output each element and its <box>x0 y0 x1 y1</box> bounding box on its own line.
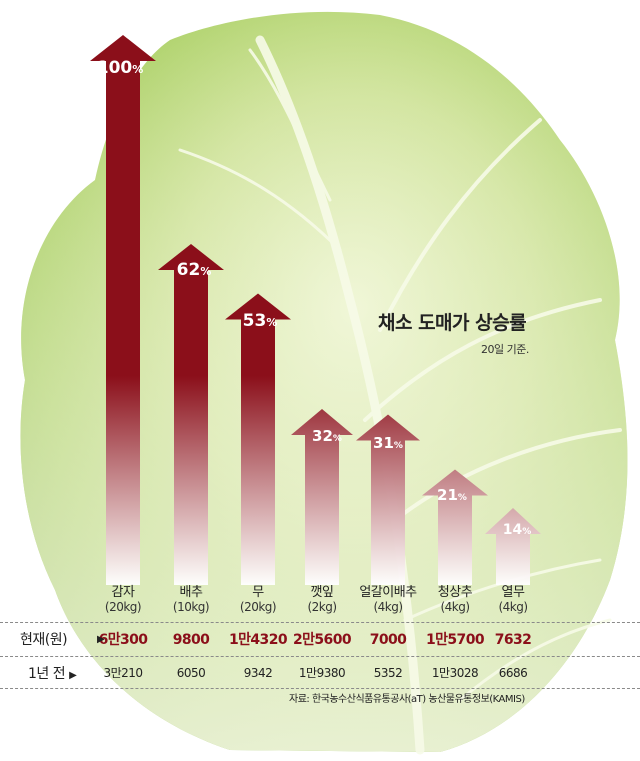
current-price-배추: 9800 <box>173 632 210 648</box>
category-unit-감자: (20kg) <box>105 600 141 614</box>
current-price-row-label: 현재(원) <box>20 632 68 648</box>
data-label-열무: 14% <box>503 522 532 538</box>
data-label-청상추: 21% <box>437 486 467 504</box>
year-ago-price-청상추: 1만3028 <box>432 666 478 680</box>
current-price-무: 1만4320 <box>229 632 288 648</box>
year-ago-price-깻잎: 1만9380 <box>299 666 345 680</box>
category-unit-얼갈이배추: (4kg) <box>373 600 402 614</box>
category-label-무: 무 <box>252 585 264 600</box>
category-label-감자: 감자 <box>112 585 135 600</box>
category-unit-청상추: (4kg) <box>440 600 469 614</box>
year-ago-price-무: 9342 <box>244 666 273 680</box>
current-price-깻잎: 2만5600 <box>293 632 352 648</box>
current-price-청상추: 1만5700 <box>426 632 485 648</box>
data-label-감자: 100% <box>97 58 144 78</box>
year-ago-price-얼갈이배추: 5352 <box>374 666 403 680</box>
bar-얼갈이배추 <box>356 414 420 585</box>
chart-subtitle: 20일 기준. <box>481 343 529 356</box>
table-rule-middle <box>0 656 640 657</box>
category-unit-무: (20kg) <box>240 600 276 614</box>
bar-감자 <box>90 35 156 585</box>
play-arrow-icon: ▶ <box>69 670 77 681</box>
current-price-얼갈이배추: 7000 <box>370 632 407 648</box>
table-rule-bottom <box>0 688 640 689</box>
bar-무 <box>225 293 291 585</box>
year-ago-price-열무: 6686 <box>499 666 528 680</box>
chart-title: 채소 도매가 상승률 <box>378 312 527 334</box>
current-price-감자: 6만300 <box>99 632 149 648</box>
source-note: 자료: 한국농수산식품유통공사(aT) 농산물유통정보(KAMIS) <box>289 694 525 705</box>
bar-깻잎 <box>291 409 353 585</box>
bar-열무 <box>485 508 541 585</box>
category-label-배추: 배추 <box>180 585 203 600</box>
category-label-열무: 열무 <box>502 585 525 600</box>
data-label-무: 53% <box>243 311 278 331</box>
data-label-깻잎: 32% <box>312 427 342 445</box>
category-label-얼갈이배추: 얼갈이배추 <box>359 585 417 600</box>
bar-청상추 <box>422 469 488 585</box>
current-price-열무: 7632 <box>495 632 532 648</box>
category-unit-열무: (4kg) <box>498 600 527 614</box>
year-ago-row-label: 1년 전 ▶ <box>28 666 77 682</box>
data-label-배추: 62% <box>177 260 212 280</box>
category-label-깻잎: 깻잎 <box>311 585 334 600</box>
year-ago-price-배추: 6050 <box>177 666 206 680</box>
data-label-얼갈이배추: 31% <box>373 434 403 452</box>
category-unit-배추: (10kg) <box>173 600 209 614</box>
play-arrow-icon: ▶ <box>97 634 105 645</box>
table-rule-top <box>0 622 640 623</box>
year-ago-price-감자: 3만210 <box>103 666 142 680</box>
bar-배추 <box>158 244 224 585</box>
category-unit-깻잎: (2kg) <box>307 600 336 614</box>
category-label-청상추: 청상추 <box>438 585 473 600</box>
